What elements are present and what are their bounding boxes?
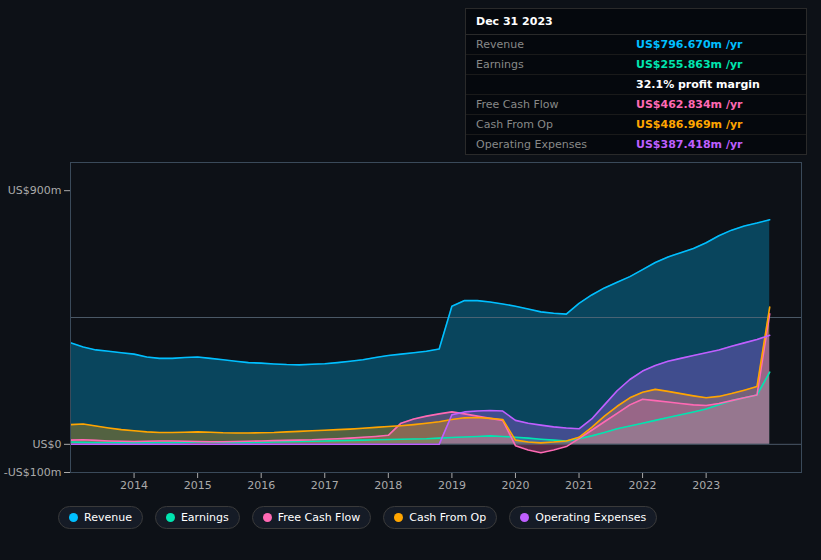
svg-text:2022: 2022 — [629, 479, 657, 492]
svg-text:US$900m: US$900m — [8, 184, 62, 197]
html-text:Dec 31 2023: Dec 31 2023 — [476, 15, 553, 28]
html-text:US$462.834m /yr: US$462.834m /yr — [636, 98, 743, 111]
html-text:US$255.863m /yr: US$255.863m /yr — [636, 58, 743, 71]
html-text:Cash From Op: Cash From Op — [409, 511, 487, 524]
svg-text:2014: 2014 — [120, 479, 148, 492]
html-text:US$486.969m /yr: US$486.969m /yr — [636, 118, 743, 131]
svg-text:-US$100m: -US$100m — [4, 466, 62, 479]
svg-text:2020: 2020 — [501, 479, 529, 492]
svg-text:2016: 2016 — [247, 479, 275, 492]
svg-text:2015: 2015 — [184, 479, 212, 492]
svg-text:2018: 2018 — [374, 479, 402, 492]
html-text:Earnings: Earnings — [180, 511, 229, 524]
svg-text:2021: 2021 — [565, 479, 593, 492]
html-text:Earnings: Earnings — [476, 58, 524, 71]
svg-text:US$0: US$0 — [32, 438, 61, 451]
svg-text:2023: 2023 — [692, 479, 720, 492]
html-text:Revenue: Revenue — [84, 511, 132, 524]
html-text:Cash From Op: Cash From Op — [476, 118, 553, 131]
svg-text:2017: 2017 — [311, 479, 339, 492]
html-text:Operating Expenses: Operating Expenses — [476, 138, 587, 151]
html-text:Revenue: Revenue — [476, 38, 524, 51]
html-text:32.1% profit margin: 32.1% profit margin — [636, 78, 760, 91]
html-text:Operating Expenses: Operating Expenses — [535, 511, 647, 524]
html-text:Free Cash Flow: Free Cash Flow — [277, 511, 361, 524]
svg-text:2019: 2019 — [438, 479, 466, 492]
html-text:Free Cash Flow: Free Cash Flow — [476, 98, 559, 111]
html-text:US$387.418m /yr: US$387.418m /yr — [636, 138, 743, 151]
html-text:US$796.670m /yr: US$796.670m /yr — [636, 38, 743, 51]
